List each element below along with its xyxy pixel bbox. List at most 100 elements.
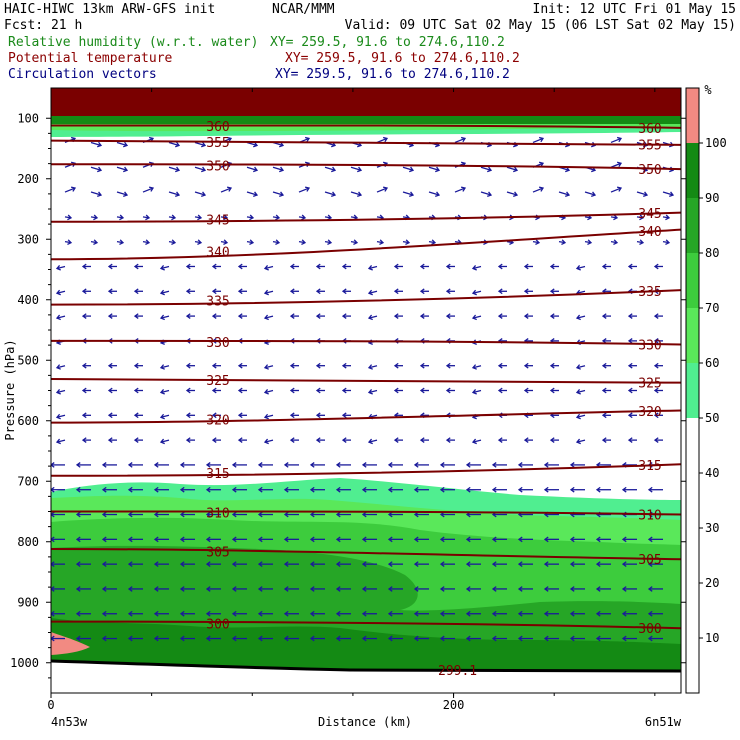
vector-arrow [272, 166, 284, 171]
colorbar-band [686, 253, 699, 308]
vector-arrowhead [405, 239, 411, 246]
vector-arrowhead [549, 263, 555, 270]
vector-arrowhead [569, 462, 575, 468]
theta-label: 335 [638, 285, 661, 300]
vector-arrowhead [201, 166, 207, 173]
vector-arrowhead [569, 486, 575, 493]
vector-arrow [246, 141, 258, 147]
vector-arrowhead [67, 214, 73, 221]
vector-arrowhead [419, 387, 425, 394]
vector-arrowhead [439, 561, 445, 568]
vector-arrowhead [517, 586, 523, 592]
theta-label: 300 [638, 622, 661, 637]
vector-arrow [480, 166, 492, 171]
theta-label: 310 [206, 506, 229, 521]
vector-arrow [506, 191, 518, 196]
vector-arrowhead [419, 437, 425, 443]
vector-arrowhead [335, 511, 341, 518]
vector-arrowhead [145, 214, 151, 221]
vector-arrowhead [549, 437, 555, 443]
vector-arrowhead [231, 536, 237, 543]
theta-label: 340 [206, 245, 229, 260]
vector-arrowhead [289, 263, 295, 270]
vector-arrowhead [367, 289, 373, 296]
vector-arrowhead [201, 191, 207, 197]
vector-arrowhead [665, 214, 671, 221]
vector-arrowhead [543, 610, 549, 617]
vector-arrowhead [669, 191, 675, 197]
colorbar-band [686, 198, 699, 253]
vector-arrow [368, 365, 378, 369]
vector-arrowhead [621, 486, 627, 493]
vector-arrowhead [549, 313, 555, 319]
vector-arrowhead [569, 536, 575, 543]
vector-arrowhead [575, 438, 581, 445]
vector-arrowhead [367, 364, 373, 370]
vector-arrowhead [497, 263, 503, 270]
vector-arrowhead [55, 438, 61, 445]
y-tick-label: 900 [17, 595, 39, 609]
vector-arrowhead [263, 289, 269, 296]
theta-label: 330 [206, 336, 229, 351]
theta-contour [50, 163, 682, 171]
vector-arrowhead [127, 610, 133, 617]
vector-arrowhead [543, 486, 549, 493]
vector-arrow [472, 290, 482, 294]
vector-arrowhead [309, 635, 315, 642]
vector-arrowhead [465, 610, 471, 617]
vector-arrowhead [565, 166, 571, 173]
vector-arrowhead [237, 437, 243, 443]
vector-arrow [246, 166, 258, 171]
vector-arrowhead [387, 586, 393, 592]
vector-arrow [368, 389, 378, 394]
vector-arrowhead [179, 462, 185, 468]
vector-arrowhead [205, 486, 211, 493]
vector-arrowhead [51, 536, 55, 543]
vector-arrowhead [445, 362, 451, 369]
vector-arrowhead [361, 586, 367, 592]
vector-arrowhead [275, 239, 281, 246]
vector-arrowhead [465, 635, 471, 642]
vector-arrowhead [569, 610, 575, 617]
vector-arrowhead [331, 191, 337, 197]
vector-arrowhead [497, 387, 503, 394]
right-endpoint-label: 6n51w [645, 715, 682, 729]
vector-arrowhead [387, 486, 393, 493]
vector-arrowhead [335, 462, 341, 468]
vector-arrowhead [249, 239, 255, 246]
vector-arrowhead [119, 214, 125, 221]
vector-arrowhead [335, 586, 341, 592]
org-label: NCAR/MMM [272, 2, 335, 17]
vector-arrowhead [419, 362, 425, 369]
vector-arrowhead [549, 362, 555, 369]
vector-arrowhead [517, 561, 523, 568]
vector-arrowhead [81, 313, 87, 319]
vector-arrowhead [51, 486, 55, 493]
vector-arrowhead [471, 314, 477, 321]
vector-arrow [472, 265, 482, 270]
theta-label: 315 [206, 467, 229, 482]
vector-arrowhead [231, 561, 237, 568]
vector-arrowhead [543, 561, 549, 568]
vector-arrowhead [627, 437, 633, 443]
vector-arrowhead [413, 486, 419, 493]
vector-arrowhead [257, 561, 263, 568]
vector-arrowhead [491, 486, 497, 493]
vector-arrowhead [55, 389, 61, 395]
vector-arrowhead [127, 561, 133, 568]
colorbar-tick-label: 90 [705, 191, 719, 205]
vector-arrow [116, 191, 128, 196]
vector-arrowhead [153, 635, 159, 642]
vector-arrowhead [471, 264, 477, 271]
vector-arrowhead [367, 264, 373, 271]
vector-arrow [428, 166, 440, 171]
vector-arrowhead [279, 166, 285, 173]
vector-arrowhead [185, 437, 191, 443]
colorbar-tick-label: 30 [705, 521, 719, 535]
vector-arrowhead [55, 264, 61, 271]
vector-arrowhead [289, 362, 295, 369]
vector-arrowhead [263, 264, 269, 271]
vector-arrow [90, 166, 102, 171]
colorbar-unit: % [704, 83, 712, 97]
vector-arrowhead [653, 338, 659, 344]
